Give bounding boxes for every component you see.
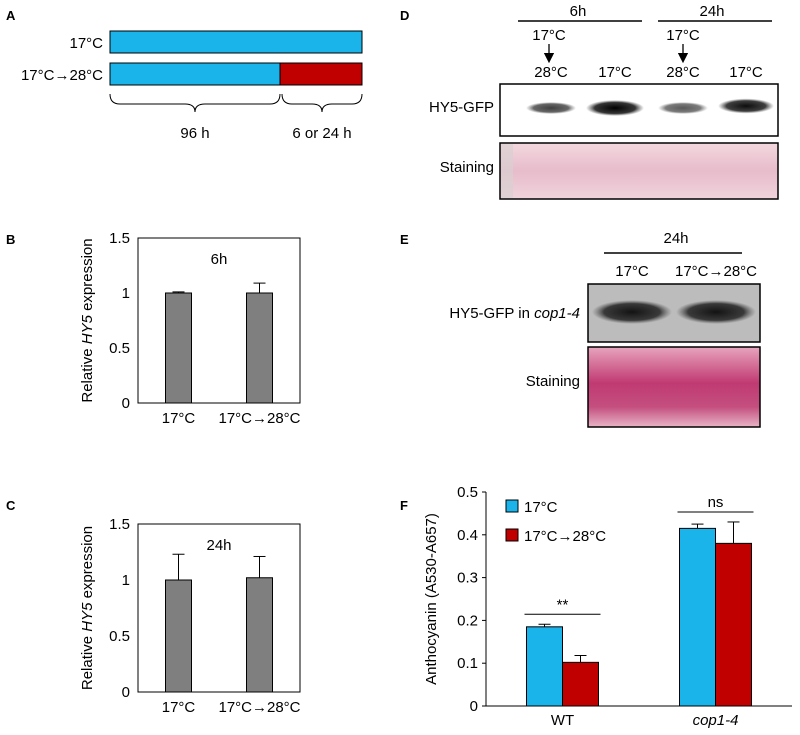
- c-ytick-label-1: 0.5: [109, 628, 130, 645]
- f-signif-label-0: **: [557, 596, 569, 613]
- brace-96h-label: 96 h: [180, 125, 209, 142]
- band-d-2: [586, 100, 644, 116]
- panel-a-label: A: [6, 8, 16, 23]
- f-bar-1-1: [715, 542, 752, 707]
- panel-b-label: B: [6, 232, 15, 247]
- panel-e: E 24h 17°C 17°C→28°C HY5-GFP in cop1-4 S…: [400, 230, 761, 428]
- from-temp-6h: 17°C: [532, 27, 566, 44]
- from-temp-24h: 17°C: [666, 27, 700, 44]
- b-plot-frame: [137, 237, 301, 404]
- lane-label-4: 17°C: [729, 64, 763, 81]
- stain-e: [587, 346, 761, 428]
- panel-c: C 0 0.5 1 1.5 Relative HY5 expression 24h 17°C…: [6, 498, 301, 716]
- group-24h-e-label: 24h: [663, 230, 688, 247]
- timeline-shift-red-bar: [279, 62, 363, 86]
- panel-d: D 6h 24h 17°C 17°C 28°C 17°C 28°C 17°C H…: [400, 3, 779, 200]
- panel-f: F 0 0.1 0.2 0.3 0.4 0.5 Anthocyanin (A530-A657…: [400, 484, 792, 729]
- panel-d-label: D: [400, 8, 409, 23]
- chart-f: 0 0.1 0.2 0.3 0.4 0.5 Anthocyanin (A530-A657) *…: [423, 484, 792, 729]
- f-ylabel: Anthocyanin (A530-A657): [423, 513, 440, 685]
- row1-label: 17°C: [69, 35, 103, 52]
- c-bar-1: [246, 577, 273, 693]
- panel-f-label: F: [400, 498, 408, 513]
- band-e-2: [676, 300, 756, 324]
- band-e-1: [592, 300, 672, 324]
- chart-b: 0 0.5 1 1.5 Relative HY5 expression 6h 17°C 17°…: [79, 230, 301, 427]
- f-bar-0-0: [526, 626, 563, 707]
- f-xtick-label-1: cop1-4: [693, 712, 739, 729]
- b-ylabel: Relative HY5 expression: [79, 238, 96, 402]
- c-ylabel: Relative HY5 expression: [79, 526, 96, 690]
- b-ytick-label-1: 0.5: [109, 340, 130, 357]
- b-chart-title: 6h: [211, 251, 228, 268]
- b-ytick-label-2: 1: [122, 285, 130, 302]
- band-d-4: [718, 98, 774, 114]
- blot-label-d: HY5-GFP: [429, 99, 494, 116]
- lane-label-2: 17°C: [598, 64, 632, 81]
- panel-e-label: E: [400, 232, 409, 247]
- c-chart-title: 24h: [206, 537, 231, 554]
- lane-label-1: 28°C: [534, 64, 568, 81]
- group-24h-label: 24h: [699, 3, 724, 20]
- lane-e-label-1: 17°C: [615, 263, 649, 280]
- c-ytick-label-2: 1: [122, 572, 130, 589]
- f-bar-0-1: [562, 661, 599, 707]
- c-plot-frame: [137, 523, 301, 693]
- f-legend-label-1: 17°C→28°C: [524, 528, 606, 545]
- brace-6-24h-label: 6 or 24 h: [292, 125, 351, 142]
- c-ytick-label-3: 1.5: [109, 516, 130, 533]
- f-bar-1-0: [679, 527, 716, 707]
- f-ytick-label-5: 0.5: [457, 484, 478, 501]
- f-ytick-label-1: 0.1: [457, 655, 478, 672]
- f-ytick-label-4: 0.4: [457, 527, 478, 544]
- f-legend-swatch-0: [505, 499, 519, 513]
- f-legend-swatch-1: [505, 528, 519, 542]
- b-ytick-label-3: 1.5: [109, 230, 130, 247]
- c-bar-0: [165, 579, 192, 693]
- f-ytick-label-2: 0.2: [457, 612, 478, 629]
- b-xtick-label-1: 17°C→28°C: [218, 410, 300, 427]
- band-d-1: [526, 102, 576, 114]
- f-signif-label-1: ns: [708, 494, 724, 511]
- f-xtick-label-0: WT: [551, 712, 574, 729]
- b-xtick-label-0: 17°C: [162, 410, 196, 427]
- c-xtick-label-0: 17°C: [162, 699, 196, 716]
- lane-label-3: 28°C: [666, 64, 700, 81]
- brace-96h: [109, 93, 281, 113]
- chart-c: 0 0.5 1 1.5 Relative HY5 expression 24h 17°C 17…: [79, 516, 301, 716]
- stain-label-d: Staining: [440, 159, 494, 176]
- timeline-17c-bar: [109, 30, 363, 54]
- stain-d: [499, 142, 779, 200]
- b-bar-1: [246, 292, 273, 404]
- panel-a: A 17°C 17°C→28°C 96 h 6 or 24 h: [6, 8, 363, 142]
- stain-label-e: Staining: [526, 373, 580, 390]
- band-d-3: [658, 102, 708, 114]
- f-ytick-label-3: 0.3: [457, 570, 478, 587]
- panel-c-label: C: [6, 498, 16, 513]
- row2-label: 17°C→28°C: [21, 67, 103, 84]
- group-6h-label: 6h: [570, 3, 587, 20]
- panel-b: B 0 0.5 1 1.5 Relative HY5 expression 6h 17°C 1…: [6, 230, 301, 427]
- lane-e-label-2: 17°C→28°C: [675, 263, 757, 280]
- b-ytick-label-0: 0: [122, 395, 130, 412]
- timeline-shift-blue-bar: [109, 62, 281, 86]
- blot-label-e: HY5-GFP in cop1-4: [449, 305, 580, 322]
- brace-6-24h: [281, 93, 363, 113]
- f-ytick-label-0: 0: [470, 698, 478, 715]
- c-xtick-label-1: 17°C→28°C: [218, 699, 300, 716]
- f-legend-label-0: 17°C: [524, 499, 558, 516]
- stain-d-edge: [501, 144, 513, 198]
- b-bar-0: [165, 292, 192, 404]
- c-ytick-label-0: 0: [122, 684, 130, 701]
